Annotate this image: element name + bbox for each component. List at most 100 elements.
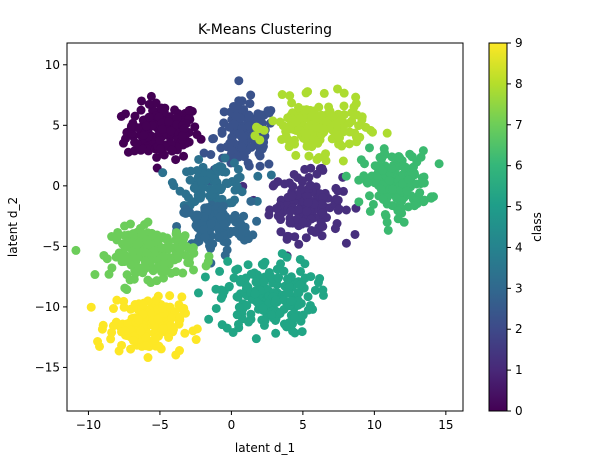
data-point-class-8 bbox=[291, 117, 301, 127]
data-point-class-5 bbox=[310, 285, 320, 295]
data-point-class-4 bbox=[230, 210, 240, 220]
data-point-class-5 bbox=[251, 277, 261, 287]
data-point-class-0 bbox=[177, 131, 187, 141]
data-point-class-0 bbox=[190, 122, 200, 132]
data-point-class-6 bbox=[379, 150, 389, 160]
data-point-class-7 bbox=[189, 265, 199, 275]
data-point-class-6 bbox=[402, 186, 412, 196]
data-point-class-7 bbox=[188, 243, 198, 253]
colorbar bbox=[488, 42, 508, 412]
data-point-class-9 bbox=[151, 295, 161, 305]
y-tick-label: −5 bbox=[42, 239, 60, 253]
data-point-class-8 bbox=[339, 88, 349, 98]
data-point-class-1 bbox=[305, 180, 315, 190]
data-point-class-5 bbox=[295, 266, 305, 276]
data-point-class-1 bbox=[298, 217, 308, 227]
data-point-class-5 bbox=[295, 254, 305, 264]
data-point-class-5 bbox=[293, 288, 303, 298]
data-point-class-6 bbox=[387, 152, 397, 162]
data-point-class-8 bbox=[259, 125, 269, 135]
y-tick-label: −15 bbox=[35, 360, 60, 374]
data-point-class-1 bbox=[269, 180, 279, 190]
data-point-class-5 bbox=[232, 310, 242, 320]
data-point-class-3 bbox=[195, 193, 205, 203]
data-point-class-6 bbox=[410, 201, 420, 211]
data-point-class-7 bbox=[143, 217, 153, 227]
data-point-class-5 bbox=[259, 320, 269, 330]
data-point-class-1 bbox=[330, 224, 340, 234]
data-point-class-4 bbox=[181, 208, 191, 218]
data-point-class-7 bbox=[144, 239, 154, 249]
data-point-class-3 bbox=[183, 193, 193, 203]
data-point-class-5 bbox=[211, 284, 221, 294]
data-point-class-5 bbox=[306, 272, 316, 282]
data-point-class-1 bbox=[301, 233, 311, 243]
data-point-class-7 bbox=[181, 250, 191, 260]
data-point-class-9 bbox=[167, 313, 177, 323]
data-point-class-5 bbox=[295, 280, 305, 290]
data-point-class-1 bbox=[276, 227, 286, 237]
data-point-class-8 bbox=[349, 102, 359, 112]
data-point-class-3 bbox=[185, 175, 195, 185]
data-point-class-2 bbox=[255, 151, 265, 161]
data-point-class-1 bbox=[334, 204, 344, 214]
data-point-class-6 bbox=[363, 178, 373, 188]
data-point-class-0 bbox=[136, 105, 146, 115]
data-point-class-8 bbox=[287, 98, 297, 108]
data-point-class-5 bbox=[223, 256, 233, 266]
data-point-class-7 bbox=[118, 250, 128, 260]
data-point-class-2 bbox=[246, 142, 256, 152]
data-point-class-3 bbox=[233, 164, 243, 174]
data-point-class-7 bbox=[161, 266, 171, 276]
data-point-class-2 bbox=[208, 134, 218, 144]
data-point-class-9 bbox=[157, 303, 167, 313]
data-point-class-4 bbox=[193, 210, 203, 220]
data-point-class-5 bbox=[318, 285, 328, 295]
y-axis: −15 −10 −5 0 5 10 bbox=[35, 58, 67, 374]
colorbar-tick-label: 7 bbox=[515, 118, 523, 132]
data-point-class-7 bbox=[171, 235, 181, 245]
data-point-class-1 bbox=[289, 169, 299, 179]
data-point-class-9 bbox=[153, 314, 163, 324]
data-point-class-8 bbox=[327, 111, 337, 121]
data-point-class-5 bbox=[215, 266, 225, 276]
data-point-class-0 bbox=[155, 135, 165, 145]
data-point-class-0 bbox=[116, 111, 126, 121]
data-point-class-7 bbox=[159, 251, 169, 261]
data-point-class-7 bbox=[132, 240, 142, 250]
data-point-class-6 bbox=[370, 161, 380, 171]
scatter-points bbox=[71, 76, 444, 363]
data-point-class-5 bbox=[233, 264, 243, 274]
data-point-class-3 bbox=[158, 168, 168, 178]
x-axis-label: latent d_1 bbox=[235, 441, 295, 455]
data-point-class-1 bbox=[318, 193, 328, 203]
data-point-class-3 bbox=[198, 182, 208, 192]
data-point-class-5 bbox=[271, 295, 281, 305]
data-point-class-2 bbox=[199, 148, 209, 158]
data-point-class-1 bbox=[272, 203, 282, 213]
data-point-class-7 bbox=[117, 257, 127, 267]
data-point-class-6 bbox=[380, 209, 390, 219]
data-point-class-0 bbox=[137, 96, 147, 106]
data-point-class-2 bbox=[219, 107, 229, 117]
data-point-class-2 bbox=[234, 76, 244, 86]
data-point-class-0 bbox=[179, 151, 189, 161]
data-point-class-3 bbox=[189, 183, 199, 193]
colorbar-tick-label: 6 bbox=[515, 159, 523, 173]
data-point-class-8 bbox=[321, 149, 331, 159]
data-point-class-0 bbox=[157, 124, 167, 134]
data-point-class-5 bbox=[236, 274, 246, 284]
data-point-class-5 bbox=[296, 313, 306, 323]
data-point-class-4 bbox=[239, 211, 249, 221]
data-point-class-2 bbox=[255, 161, 265, 171]
colorbar-tick-label: 9 bbox=[515, 36, 523, 50]
data-point-class-8 bbox=[301, 88, 311, 98]
data-point-class-9 bbox=[112, 295, 122, 305]
data-point-class-9 bbox=[165, 291, 175, 301]
data-point-class-3 bbox=[253, 171, 263, 181]
x-tick-label: 15 bbox=[438, 418, 453, 432]
data-point-class-1 bbox=[297, 177, 307, 187]
data-point-class-5 bbox=[211, 303, 221, 313]
data-point-class-8 bbox=[315, 123, 325, 133]
data-point-class-9 bbox=[166, 320, 176, 330]
